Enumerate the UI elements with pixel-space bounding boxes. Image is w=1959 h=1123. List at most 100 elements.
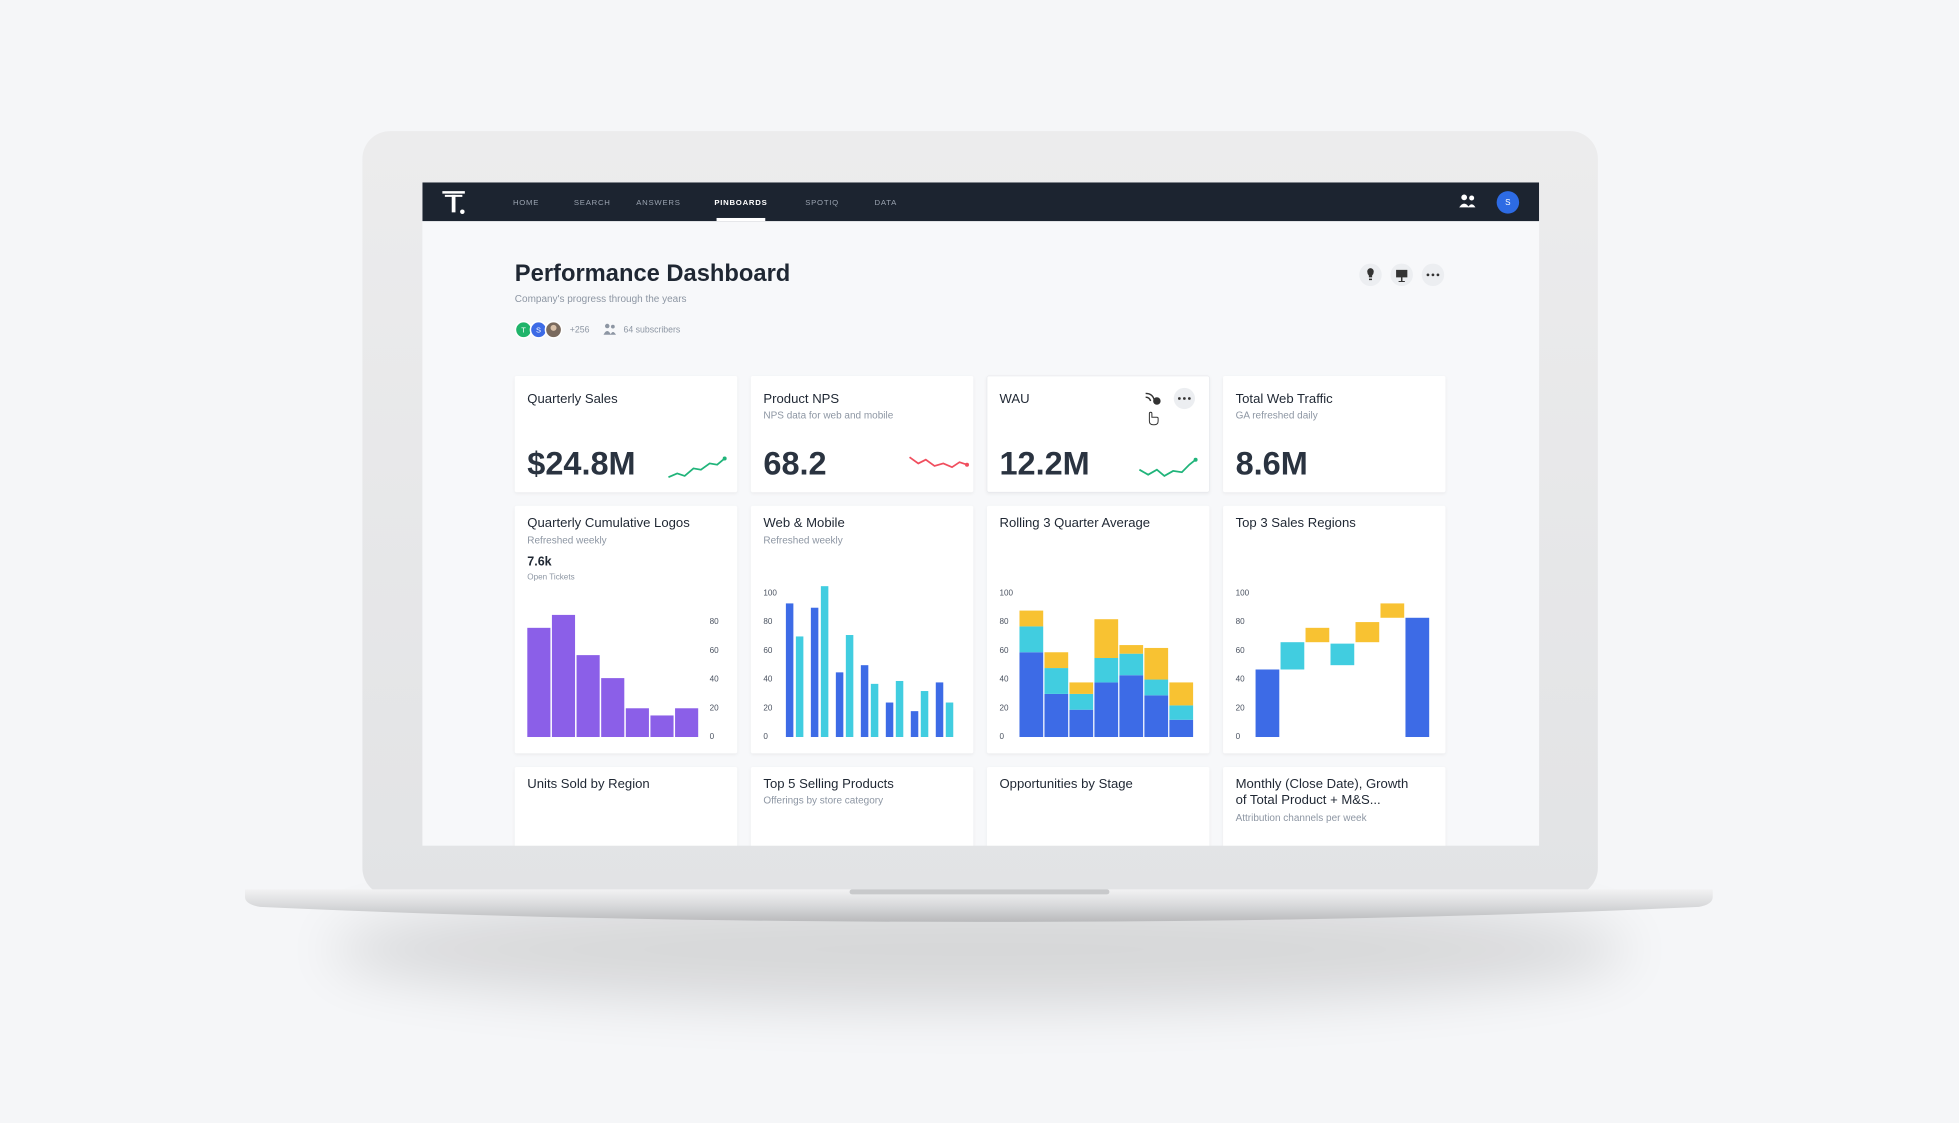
bar <box>835 672 844 738</box>
bar-segment <box>1119 653 1144 676</box>
y-tick-label: 40 <box>999 675 1009 684</box>
subscriber-initial: S <box>536 325 541 334</box>
bar <box>910 711 919 738</box>
y-tick-label: 100 <box>999 588 1013 597</box>
bar <box>810 607 819 738</box>
nav-item[interactable]: SEARCH <box>574 198 611 207</box>
y-tick-label: 100 <box>763 588 777 597</box>
y-tick-label: 40 <box>710 675 720 684</box>
nav-item[interactable]: HOME <box>513 198 539 207</box>
user-avatar[interactable] <box>1496 191 1520 214</box>
nav-item[interactable]: DATA <box>875 198 898 207</box>
bar-segment <box>1169 719 1194 738</box>
nav-item[interactable]: PINBOARDS <box>714 198 767 207</box>
nav-bar <box>422 182 1540 222</box>
y-tick-label: 0 <box>710 732 715 741</box>
y-tick-label: 0 <box>763 732 768 741</box>
waterfall-bar <box>1305 627 1330 643</box>
header-actions <box>1359 263 1445 287</box>
bar <box>601 678 625 738</box>
card <box>514 375 738 493</box>
y-tick-label: 40 <box>1236 675 1246 684</box>
sparkline <box>909 456 968 469</box>
bar-segment <box>1019 610 1044 627</box>
sparkline <box>1138 459 1197 477</box>
follow-check[interactable] <box>1153 397 1161 405</box>
bar <box>920 691 929 738</box>
y-tick-label: 80 <box>710 617 720 626</box>
y-tick-label: 20 <box>710 703 720 712</box>
card <box>514 766 738 846</box>
card-title: WAU <box>999 391 1029 406</box>
card-subtitle: Offerings by store category <box>763 795 883 806</box>
bar <box>795 636 804 738</box>
bar-segment <box>1119 645 1144 654</box>
icon-part <box>603 331 616 335</box>
bar-segment <box>1069 693 1094 710</box>
bar-segment <box>1069 709 1094 738</box>
card-subtitle: Refreshed weekly <box>527 536 606 547</box>
kpi-value: 8.6M <box>1236 446 1308 482</box>
shadow <box>329 893 1630 1006</box>
laptop-base <box>244 889 1713 922</box>
nav-item[interactable]: SPOTIQ <box>805 198 839 207</box>
bar-segment <box>1169 682 1194 706</box>
bar <box>650 715 674 738</box>
bar-segment <box>1144 679 1169 696</box>
card-title: Top 5 Selling Products <box>763 776 894 791</box>
card <box>1223 375 1446 493</box>
subscriber-count: +256 <box>570 325 590 335</box>
waterfall-bar <box>1255 669 1280 738</box>
people-icon <box>603 323 616 335</box>
icon-part <box>610 324 615 329</box>
bar-segment <box>1044 652 1069 669</box>
metric-label: Open Tickets <box>527 572 574 581</box>
card-title: Opportunities by Stage <box>999 776 1132 791</box>
card-title: Quarterly Sales <box>527 391 618 406</box>
bar-segment <box>1119 675 1144 738</box>
bar <box>785 603 794 738</box>
bar <box>576 655 600 738</box>
page-subtitle: Company's progress through the years <box>515 294 687 305</box>
y-tick-label: 60 <box>763 646 773 655</box>
page-title: Performance Dashboard <box>515 261 790 287</box>
card <box>1223 766 1446 846</box>
nav-active-underline <box>716 217 766 222</box>
bar <box>675 708 699 738</box>
card-title: Units Sold by Region <box>527 776 649 791</box>
menu-dot <box>1187 397 1191 400</box>
bar <box>885 702 894 738</box>
icon-part <box>605 323 610 329</box>
bar-segment <box>1094 619 1119 658</box>
bar <box>845 635 854 738</box>
laptop-notch <box>849 889 1110 895</box>
card <box>750 766 974 846</box>
bar <box>935 682 944 738</box>
metric: 7.6k <box>527 554 551 568</box>
y-tick-label: 60 <box>999 646 1009 655</box>
bar-segment <box>1094 657 1119 683</box>
subscriber-initial: T <box>521 325 526 334</box>
bar <box>820 586 829 738</box>
bar-segment <box>1144 695 1169 738</box>
y-tick-label: 60 <box>1236 646 1246 655</box>
bar <box>860 665 869 738</box>
people-icon[interactable] <box>1459 194 1476 208</box>
bar <box>625 708 649 738</box>
bulb-icon <box>1367 268 1374 281</box>
y-tick-label: 0 <box>1236 732 1241 741</box>
sparkline-end <box>965 462 970 467</box>
nav-item[interactable]: ANSWERS <box>636 198 680 207</box>
bar-segment <box>1019 626 1044 653</box>
dots-icon <box>1426 273 1440 277</box>
kpi-value: 68.2 <box>763 446 826 482</box>
waterfall-bar <box>1330 643 1355 666</box>
bar <box>870 683 879 738</box>
card-title: of Total Product + M&S... <box>1236 792 1381 807</box>
y-tick-label: 0 <box>999 732 1004 741</box>
card-title: Rolling 3 Quarter Average <box>999 515 1150 530</box>
waterfall-bar <box>1280 642 1305 670</box>
card <box>986 766 1210 846</box>
